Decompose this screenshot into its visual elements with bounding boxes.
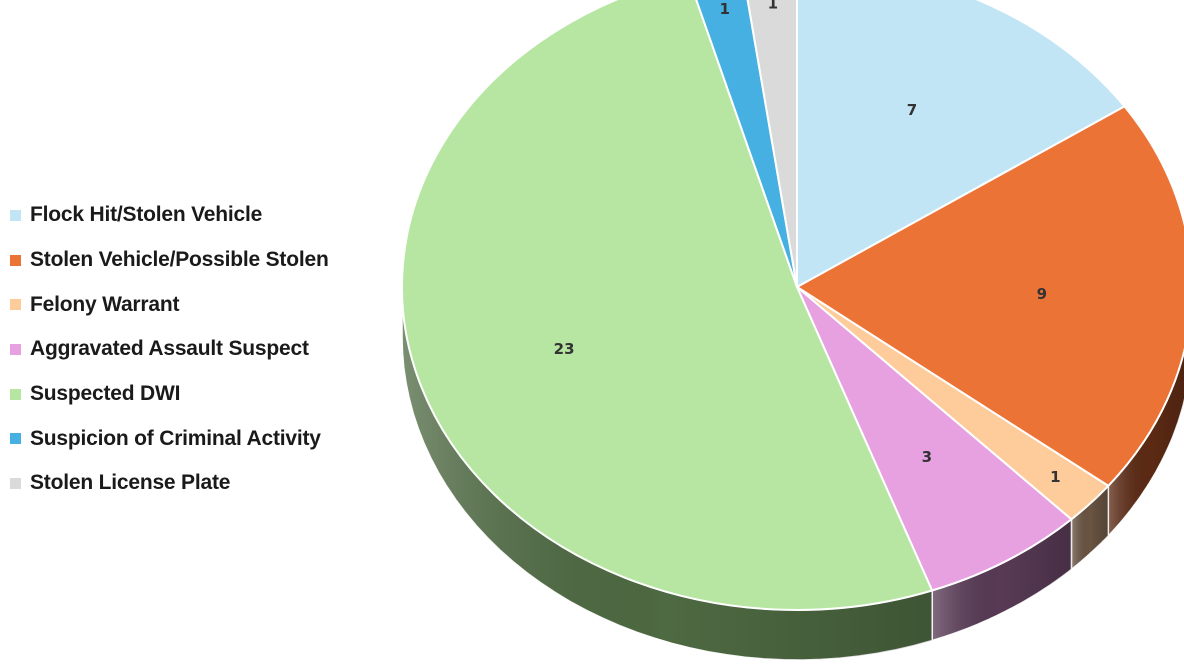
legend-label: Flock Hit/Stolen Vehicle: [30, 203, 263, 227]
data-label-suspicion-of-criminal-activity: 1: [719, 0, 729, 18]
legend-swatch: [10, 254, 21, 266]
legend-label: Stolen License Plate: [30, 471, 231, 495]
legend-item-aggravated-assault-suspect: Aggravated Assault Suspect: [10, 327, 329, 372]
legend-label: Suspected DWI: [30, 382, 181, 406]
data-label-felony-warrant: 1: [1050, 468, 1060, 486]
pie-slice-stolen-license-plate: [746, 0, 798, 288]
pie-slice-flock-hit-stolen-vehicle: [796, 0, 1126, 288]
data-label-stolen-license-plate: 1: [768, 0, 778, 13]
legend: Flock Hit/Stolen Vehicle Stolen Vehicle/P…: [10, 193, 329, 506]
legend-swatch: [10, 299, 21, 311]
data-label-flock-hit-stolen-vehicle: 7: [907, 101, 917, 119]
legend-swatch: [10, 477, 21, 489]
legend-item-suspicion-of-criminal-activity: Suspicion of Criminal Activity: [10, 416, 329, 461]
pie-side-shade-stolen-vehicle-possible-stolen: [1108, 351, 1184, 536]
legend-label: Suspicion of Criminal Activity: [30, 426, 321, 450]
legend-swatch: [10, 343, 21, 355]
legend-label: Aggravated Assault Suspect: [30, 337, 309, 361]
legend-item-felony-warrant: Felony Warrant: [10, 282, 329, 327]
data-label-stolen-vehicle-possible-stolen: 9: [1037, 285, 1047, 303]
legend-item-flock-hit-stolen-vehicle: Flock Hit/Stolen Vehicle: [10, 193, 329, 238]
pie-side-shade-felony-warrant: [1071, 485, 1109, 570]
pie-slice-aggravated-assault-suspect: [796, 286, 1073, 592]
legend-label: Felony Warrant: [30, 292, 180, 316]
data-label-suspected-dwi: 23: [554, 340, 575, 358]
legend-item-stolen-vehicle-possible-stolen: Stolen Vehicle/Possible Stolen: [10, 238, 329, 283]
pie-slice-suspected-dwi: [400, 0, 934, 611]
legend-swatch: [10, 209, 21, 221]
pie-side-shade-aggravated-assault-suspect: [932, 519, 1072, 641]
pie-slice-suspicion-of-criminal-activity: [695, 0, 798, 288]
legend-label: Stolen Vehicle/Possible Stolen: [30, 248, 329, 272]
legend-swatch: [10, 388, 21, 400]
legend-item-stolen-license-plate: Stolen License Plate: [10, 461, 329, 506]
pie-slice-stolen-vehicle-possible-stolen: [796, 105, 1184, 487]
legend-swatch: [10, 433, 21, 445]
pie-side-shade-suspected-dwi: [402, 287, 933, 660]
data-label-aggravated-assault-suspect: 3: [922, 448, 932, 466]
legend-item-suspected-dwi: Suspected DWI: [10, 372, 329, 417]
